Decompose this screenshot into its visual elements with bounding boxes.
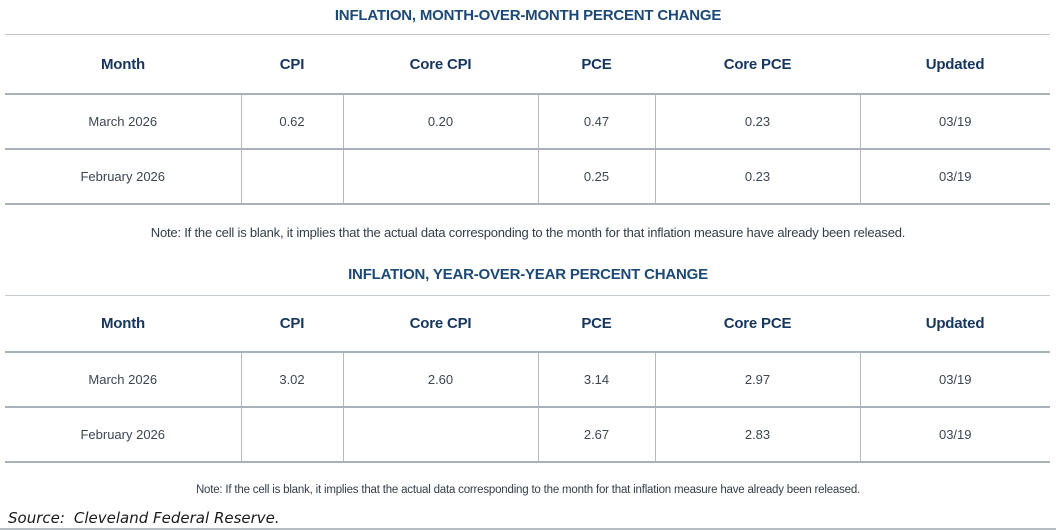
yoy-february-core-cpi-cell: [342, 407, 538, 463]
yoy-col-header-updated: Updated: [860, 295, 1050, 353]
mom-february-cpi-cell: [240, 149, 343, 205]
yoy-col-header-core-pce: Core PCE: [655, 295, 860, 353]
mom-march-updated-cell: 03/19: [859, 94, 1050, 150]
mom-col-header-pce: PCE: [538, 34, 655, 95]
table-row: February 2026 0.25 0.23 03/19: [5, 149, 1050, 205]
mom-march-cpi-cell: 0.62: [240, 94, 343, 150]
yoy-march-pce-cell: 3.14: [537, 352, 655, 408]
mom-header-row: Month CPI Core CPI PCE Core PCE Updated: [5, 34, 1050, 95]
mom-col-header-cpi: CPI: [241, 34, 343, 95]
yoy-february-month-cell: February 2026: [5, 407, 241, 463]
yoy-march-month-cell: March 2026: [5, 352, 241, 408]
yoy-march-core-cpi-cell: 2.60: [342, 352, 538, 408]
mom-col-header-core-cpi: Core CPI: [343, 34, 538, 95]
yoy-col-header-cpi: CPI: [241, 295, 343, 353]
table-row: February 2026 2.67 2.83 03/19: [5, 407, 1050, 463]
mom-february-pce-cell: 0.25: [537, 149, 655, 205]
mom-col-header-month: Month: [5, 34, 241, 95]
yoy-march-cpi-cell: 3.02: [240, 352, 343, 408]
mom-march-month-cell: March 2026: [5, 94, 241, 150]
mom-february-month-cell: February 2026: [5, 149, 241, 205]
yoy-february-cpi-cell: [240, 407, 343, 463]
mom-march-core-pce-cell: 0.23: [654, 94, 860, 150]
bottom-divider: [0, 528, 1056, 530]
mom-table-note: Note: If the cell is blank, it implies t…: [150, 225, 906, 240]
mom-col-header-core-pce: Core PCE: [655, 34, 860, 95]
yoy-col-header-pce: PCE: [538, 295, 655, 353]
mom-table-title: INFLATION, MONTH-OVER-MONTH PERCENT CHAN…: [334, 7, 722, 24]
yoy-february-pce-cell: 2.67: [537, 407, 655, 463]
yoy-table-title: INFLATION, YEAR-OVER-YEAR PERCENT CHANGE: [348, 266, 708, 283]
yoy-col-header-month: Month: [5, 295, 241, 353]
yoy-table: Month CPI Core CPI PCE Core PCE Updated …: [5, 295, 1050, 463]
yoy-february-core-pce-cell: 2.83: [654, 407, 860, 463]
yoy-table-note: Note: If the cell is blank, it implies t…: [195, 484, 861, 496]
mom-table: Month CPI Core CPI PCE Core PCE Updated …: [5, 34, 1050, 205]
table-row: March 2026 3.02 2.60 3.14 2.97 03/19: [5, 352, 1050, 408]
yoy-col-header-core-cpi: Core CPI: [343, 295, 538, 353]
mom-march-core-cpi-cell: 0.20: [342, 94, 538, 150]
mom-february-updated-cell: 03/19: [859, 149, 1050, 205]
mom-february-core-cpi-cell: [342, 149, 538, 205]
yoy-header-row: Month CPI Core CPI PCE Core PCE Updated: [5, 295, 1050, 353]
source-label: Source:: [8, 509, 65, 527]
yoy-march-core-pce-cell: 2.97: [654, 352, 860, 408]
source-attribution: Source: Cleveland Federal Reserve.: [8, 509, 1056, 527]
mom-col-header-updated: Updated: [860, 34, 1050, 95]
table-row: March 2026 0.62 0.20 0.47 0.23 03/19: [5, 94, 1050, 150]
yoy-march-updated-cell: 03/19: [859, 352, 1050, 408]
yoy-february-updated-cell: 03/19: [859, 407, 1050, 463]
mom-march-pce-cell: 0.47: [537, 94, 655, 150]
source-text: Cleveland Federal Reserve.: [73, 509, 280, 527]
mom-february-core-pce-cell: 0.23: [654, 149, 860, 205]
